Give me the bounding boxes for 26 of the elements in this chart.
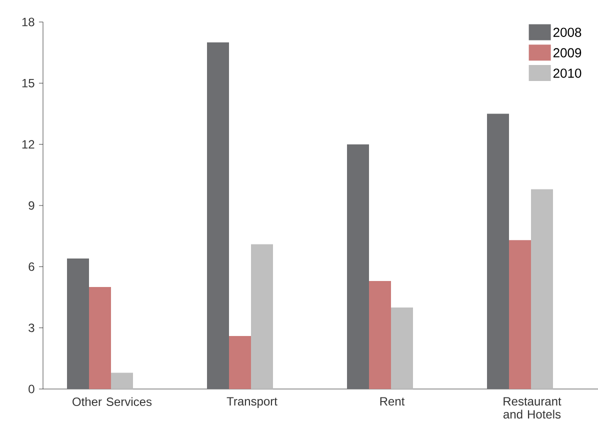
bar: [391, 307, 414, 389]
x-tick-label: Restaurant and Hotels: [504, 397, 562, 419]
legend-label: 2009: [553, 48, 582, 58]
y-tick-label: 6: [28, 262, 34, 271]
x-tick-label: Other Services: [72, 397, 152, 406]
bar: [207, 42, 229, 389]
y-tick-label: 9: [28, 201, 34, 210]
y-tick-label: 3: [28, 324, 34, 332]
y-tick-label: 18: [22, 18, 34, 26]
bar: [251, 244, 273, 389]
bar: [111, 372, 133, 389]
bar: [509, 240, 532, 389]
bar: [67, 258, 89, 389]
bar: [531, 189, 554, 389]
x-tick-label: Rent: [380, 397, 405, 406]
y-tick-label: 15: [22, 78, 34, 88]
bar: [487, 114, 510, 389]
y-tick-label: 12: [22, 140, 34, 149]
bar: [89, 287, 111, 389]
legend-label: 2010: [553, 68, 582, 78]
bar: [229, 336, 251, 389]
legend-label: 2008: [553, 28, 582, 37]
bar: [347, 144, 370, 389]
y-tick-label: 0: [28, 384, 34, 394]
x-tick-label: Transport: [226, 397, 278, 408]
bar: [369, 280, 392, 389]
